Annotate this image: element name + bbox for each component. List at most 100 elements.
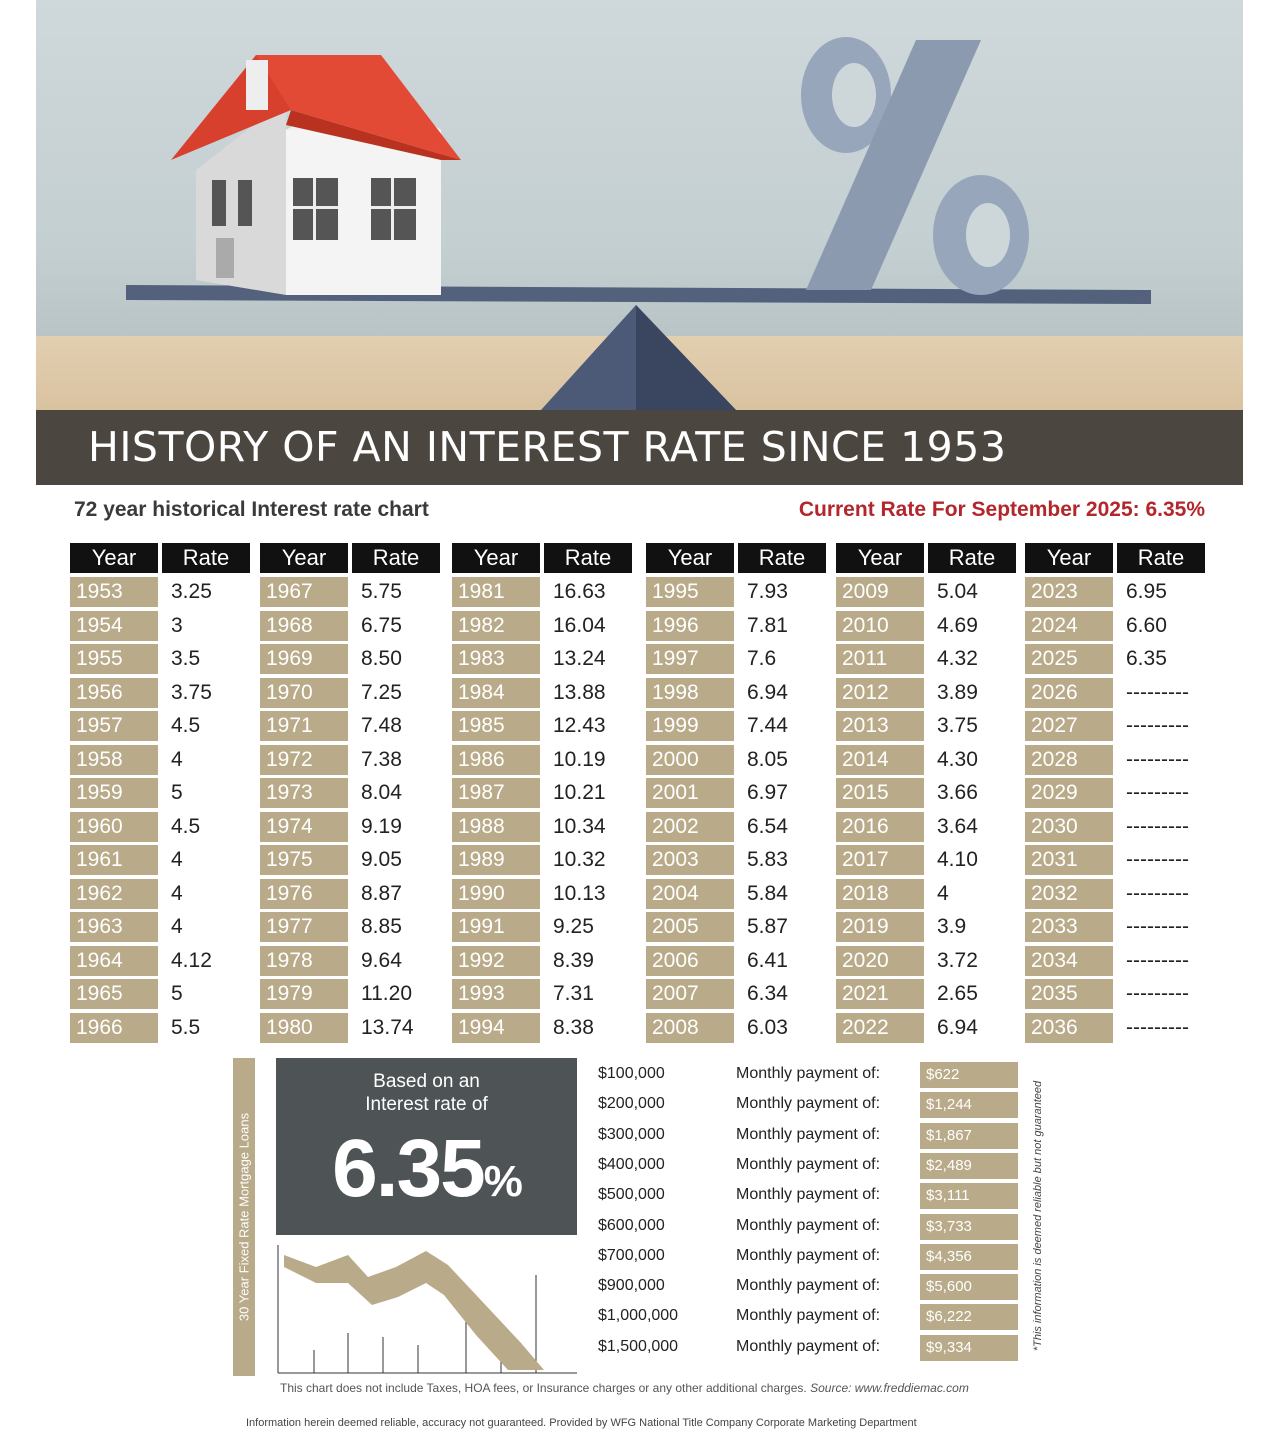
- declining-trend-graphic: [276, 1245, 577, 1375]
- seesaw-illustration: [126, 37, 1151, 410]
- header-year: Year: [260, 543, 348, 573]
- year-cell: 2034: [1025, 945, 1113, 976]
- chart-subtitle: 72 year historical Interest rate chart: [74, 498, 429, 521]
- rate-cell: 4.5: [171, 814, 201, 838]
- rate-cell: 6.94: [747, 680, 788, 704]
- rate-cell: 6.54: [747, 814, 788, 838]
- rate-cell: 10.21: [553, 781, 606, 804]
- year-cell: 2004: [646, 878, 734, 909]
- rate-cell: ---------: [1126, 881, 1189, 905]
- rate-cell: 4.32: [937, 647, 978, 670]
- year-cell: 2005: [646, 912, 734, 942]
- year-cell: 1987: [452, 778, 540, 808]
- rate-cell: 4: [171, 747, 183, 771]
- rate-cell: 5.87: [747, 915, 788, 938]
- rate-cell: 7.25: [361, 680, 402, 704]
- rate-cell: ---------: [1126, 915, 1189, 938]
- header-year: Year: [836, 543, 924, 573]
- rate-cell: 5.5: [171, 1015, 201, 1039]
- rate-cell: 6.41: [747, 948, 788, 972]
- year-cell: 2019: [836, 912, 924, 942]
- year-cell: 2020: [836, 945, 924, 976]
- rate-percent-sign: %: [483, 1157, 523, 1206]
- year-cell: 1974: [260, 811, 348, 842]
- year-cell: 2003: [646, 845, 734, 875]
- year-cell: 2026: [1025, 677, 1113, 708]
- payment-label: Monthly payment of:: [736, 1095, 881, 1113]
- rate-cell: 3.72: [937, 948, 978, 972]
- year-cell: 2024: [1025, 610, 1113, 641]
- payment-label: Monthly payment of:: [736, 1065, 881, 1082]
- payment-label: Monthly payment of:: [736, 1125, 881, 1143]
- year-cell: 1956: [70, 677, 158, 708]
- rate-cell: 6.34: [747, 982, 788, 1005]
- rate-cell: 12.43: [553, 714, 606, 737]
- loan-amount: $1,500,000: [598, 1337, 679, 1355]
- rate-cell: 3.75: [171, 680, 212, 704]
- header-rate: Rate: [738, 543, 826, 573]
- monthly-payment: $2,489: [920, 1152, 1018, 1179]
- year-cell: 1968: [260, 610, 348, 641]
- payment-label: Monthly payment of:: [736, 1186, 881, 1204]
- year-cell: 1981: [452, 577, 540, 607]
- rate-cell: ---------: [1126, 814, 1189, 838]
- rate-cell: 8.50: [361, 647, 402, 670]
- rate-cell: 5.83: [747, 848, 788, 871]
- rate-cell: ---------: [1126, 680, 1189, 704]
- rate-cell: 3.5: [171, 647, 201, 670]
- year-cell: 2000: [646, 744, 734, 775]
- year-cell: 1967: [260, 577, 348, 607]
- year-cell: 2022: [836, 1012, 924, 1043]
- year-cell: 1960: [70, 811, 158, 842]
- rate-box: Based on an Interest rate of 6.35%: [276, 1058, 577, 1235]
- year-cell: 2011: [836, 644, 924, 674]
- year-cell: 1983: [452, 644, 540, 674]
- year-cell: 1986: [452, 744, 540, 775]
- current-rate-label: Current Rate For September 2025: 6.35%: [798, 498, 1205, 521]
- year-cell: 2014: [836, 744, 924, 775]
- year-cell: 1985: [452, 711, 540, 741]
- disclaimer-vertical: *This information is deemed reliable but…: [1027, 1066, 1049, 1366]
- year-cell: 1992: [452, 945, 540, 976]
- rate-cell: ---------: [1126, 948, 1189, 972]
- year-cell: 1955: [70, 644, 158, 674]
- header-year: Year: [1025, 543, 1113, 573]
- year-cell: 1958: [70, 744, 158, 775]
- loan-amount: $100,000: [598, 1065, 665, 1082]
- header-rate: Rate: [352, 543, 440, 573]
- rate-cell: 10.13: [553, 881, 606, 905]
- rate-cell: 7.38: [361, 747, 402, 771]
- year-cell: 1966: [70, 1012, 158, 1043]
- rate-cell: 3.25: [171, 580, 212, 603]
- year-cell: 1990: [452, 878, 540, 909]
- year-cell: 2017: [836, 845, 924, 875]
- year-cell: 1995: [646, 577, 734, 607]
- payment-label: Monthly payment of:: [736, 1246, 881, 1264]
- monthly-payment: $9,334: [920, 1334, 1018, 1361]
- header-rate: Rate: [544, 543, 632, 573]
- year-cell: 1991: [452, 912, 540, 942]
- rate-cell: 16.04: [553, 613, 606, 637]
- rate-cell: 8.38: [553, 1015, 594, 1039]
- monthly-payment: $5,600: [920, 1274, 1018, 1301]
- rate-cell: 13.24: [553, 647, 606, 670]
- year-cell: 2016: [836, 811, 924, 842]
- rate-cell: 3.9: [937, 915, 967, 938]
- loan-amount: $300,000: [598, 1125, 665, 1143]
- rate-cell: 9.25: [553, 915, 594, 938]
- year-cell: 1961: [70, 845, 158, 875]
- payment-label: Monthly payment of:: [736, 1307, 881, 1325]
- rate-box-line2: Interest rate of: [365, 1094, 488, 1115]
- year-cell: 2012: [836, 677, 924, 708]
- year-cell: 1957: [70, 711, 158, 741]
- year-cell: 1953: [70, 577, 158, 607]
- year-cell: 1964: [70, 945, 158, 976]
- rate-cell: ---------: [1126, 982, 1189, 1005]
- rate-cell: 3.75: [937, 714, 978, 737]
- rate-cell: ---------: [1126, 781, 1189, 804]
- header-year: Year: [70, 543, 158, 573]
- year-cell: 2015: [836, 778, 924, 808]
- monthly-payment: $1,244: [920, 1092, 1018, 1119]
- rate-cell: 7.6: [747, 647, 777, 670]
- rate-cell: 6.95: [1126, 580, 1167, 603]
